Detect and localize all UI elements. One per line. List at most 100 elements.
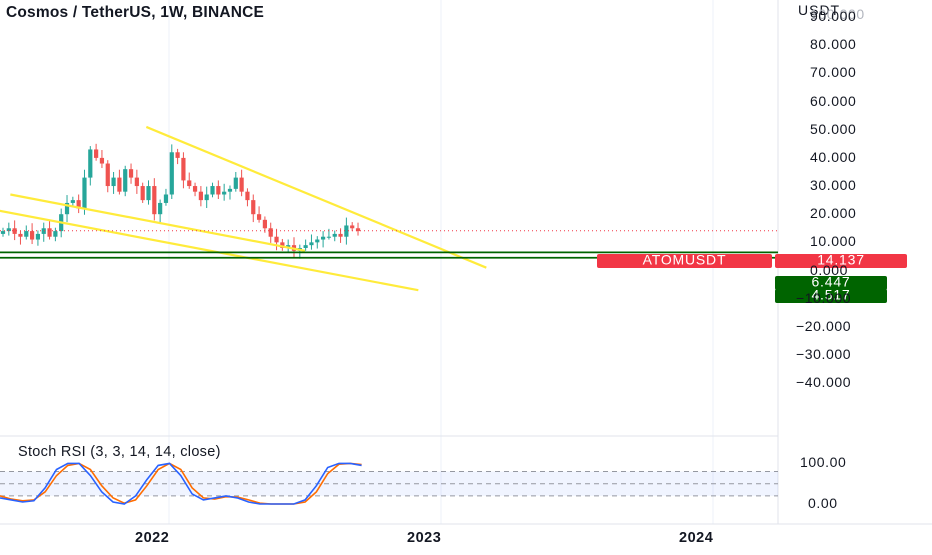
candle-body (192, 186, 198, 192)
candle-body (245, 191, 250, 201)
candle-body (134, 177, 139, 187)
indicator-title: Stoch RSI (3, 3, 14, 14, close) (18, 444, 221, 460)
candle-body (344, 225, 349, 237)
level-2-tag-bg (775, 289, 887, 303)
price-tick-label: −40.000 (796, 374, 852, 391)
price-tick-label: 80.000 (810, 36, 857, 53)
candle-body (88, 149, 93, 178)
candle-body (227, 188, 233, 192)
candle-body (128, 169, 134, 178)
price-tick-label: 100.000 (810, 6, 865, 22)
symbol-tag: ATOMUSDT (597, 252, 772, 268)
candle-body (140, 186, 145, 201)
candle-body (332, 233, 337, 237)
candle-body (222, 191, 227, 195)
candle-body (216, 186, 221, 195)
price-tick-label: 60.000 (810, 92, 857, 109)
candle-body (251, 200, 256, 215)
time-tick-label: 2023 (407, 530, 442, 546)
price-tick-label: 90.000 (810, 8, 857, 25)
candle-body (0, 231, 6, 234)
level-1-tag-text: 6.447 (811, 274, 850, 290)
candle-body (303, 245, 308, 248)
candle-body (204, 194, 209, 201)
symbol-tag-text: ATOMUSDT (643, 252, 727, 268)
candle-body (111, 177, 116, 187)
candle-body (152, 186, 157, 215)
price-tick-label: 0.000 (810, 261, 849, 278)
candle-body (117, 177, 122, 192)
candle-body (274, 236, 279, 243)
candle-body (30, 231, 35, 240)
candle-body (350, 225, 355, 229)
candle-body (326, 236, 332, 238)
axis-currency-label: USDT (798, 2, 841, 18)
price-tick-label: 10.000 (810, 233, 857, 250)
candle-body (53, 231, 58, 237)
last-price-tag-bg (775, 254, 907, 268)
candle-body (175, 152, 180, 158)
candle-body (187, 180, 192, 187)
candle-body (146, 186, 151, 201)
stoch-tick-label: 100.00 (800, 454, 847, 471)
candle-body (262, 219, 267, 229)
price-tick-label: 70.000 (810, 64, 857, 81)
last-price-tag-text: 14.137 (817, 252, 865, 268)
candle-body (158, 202, 163, 215)
price-tick-label: 40.000 (810, 148, 857, 165)
candle-body (64, 202, 70, 215)
stoch-tick-label: 0.00 (808, 495, 838, 511)
candle-body (268, 228, 273, 237)
trendline (0, 209, 419, 292)
price-tick-label: 20.000 (810, 205, 857, 222)
time-tick-label: 2022 (135, 530, 170, 546)
candle-body (239, 177, 244, 192)
candle-body (12, 228, 17, 234)
candle-body (163, 194, 169, 203)
candle-body (24, 231, 29, 237)
price-tick-label: −20.000 (796, 317, 852, 334)
candle-body (181, 157, 186, 181)
candle-body (76, 200, 81, 209)
price-tick-label: −30.000 (796, 345, 852, 362)
level-2-tag-text: 4.517 (811, 287, 850, 303)
stoch-d-line (0, 462, 362, 505)
candle-body (18, 233, 23, 237)
candle-body (338, 233, 343, 237)
candle-body (70, 200, 75, 203)
last-price-tag: 14.137 (775, 252, 907, 268)
level-1-tag: 6.447 (775, 274, 887, 290)
candle-body (82, 177, 87, 209)
price-tick-label: 30.000 (810, 177, 857, 194)
candle-body (321, 236, 326, 240)
candle-body (47, 228, 52, 237)
candle-body (35, 233, 41, 240)
candle-body (280, 242, 285, 248)
candle-body (94, 149, 99, 158)
candle-body (169, 152, 174, 195)
trendline (145, 125, 487, 269)
candle-body (41, 228, 46, 234)
candle-body (6, 228, 11, 232)
level-1-tag-bg (775, 276, 887, 290)
candle-body (198, 191, 203, 201)
price-tick-label: 50.000 (810, 120, 857, 137)
candle-body (105, 163, 110, 187)
stoch-k-line (0, 462, 362, 505)
candle-body (256, 214, 262, 220)
chart-title: Cosmos / TetherUS, 1W, BINANCE (6, 4, 265, 21)
candle-body (233, 177, 238, 189)
symbol-tag-bg (597, 254, 772, 268)
candle-body (309, 242, 314, 246)
candle-body (99, 157, 105, 164)
price-tick-label: −10.000 (796, 289, 852, 306)
candle-body (355, 228, 361, 232)
candle-body (210, 186, 215, 195)
candle-body (123, 169, 128, 192)
trendline (10, 193, 306, 252)
candle-body (315, 239, 320, 243)
level-2-tag: 4.517 (775, 287, 887, 303)
time-tick-label: 2024 (679, 530, 714, 546)
